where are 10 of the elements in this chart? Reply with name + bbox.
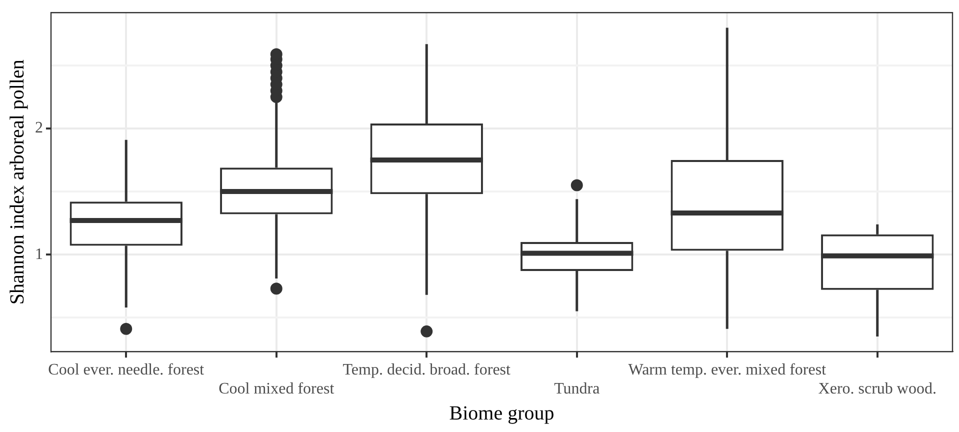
y-tick-label: 1 xyxy=(35,246,43,263)
x-axis-title: Biome group xyxy=(449,402,554,424)
y-axis-title: Shannon index arboreal pollen xyxy=(6,60,28,305)
y-tick-label: 2 xyxy=(35,120,43,137)
x-tick-label: Cool mixed forest xyxy=(218,380,335,398)
x-tick-label: Cool ever. needle. forest xyxy=(48,361,205,378)
x-tick-label: Temp. decid. broad. forest xyxy=(342,361,512,378)
x-tick-label: Xero. scrub wood. xyxy=(818,380,936,398)
x-tick-label: Warm temp. ever. mixed forest xyxy=(628,361,827,378)
x-tick-label: Tundra xyxy=(554,380,600,398)
